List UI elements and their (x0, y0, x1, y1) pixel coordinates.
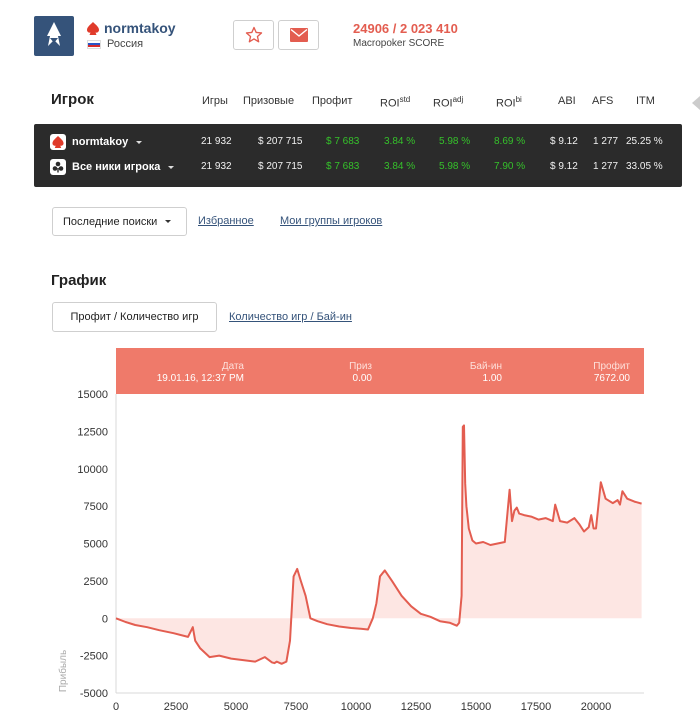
col-header-roi-std[interactable]: ROIstd (380, 95, 411, 110)
x-tick-label: 12500 (401, 701, 432, 713)
y-tick-label: -5000 (80, 688, 108, 700)
cell-afs: 1 277 (593, 136, 619, 147)
col-header-roi-adj[interactable]: ROIadj (433, 95, 464, 110)
x-tick-label: 15000 (461, 701, 492, 713)
col-header-itm[interactable]: ITM (636, 95, 655, 107)
y-tick-label: -2500 (80, 651, 108, 663)
score-label: Macropoker SCORE (353, 38, 445, 49)
nick-dropdown[interactable]: normtakoy (50, 134, 143, 150)
tab-games-buyin[interactable]: Количество игр / Бай-ин (229, 311, 352, 323)
message-button[interactable] (278, 20, 319, 50)
avatar[interactable] (34, 16, 74, 56)
x-tick-label: 2500 (164, 701, 188, 713)
chevron-down-icon (136, 140, 143, 144)
player-title: Игрок (51, 91, 94, 108)
cell-itm: 33.05 % (626, 161, 663, 172)
star-icon (245, 26, 262, 43)
y-tick-label: 10000 (77, 464, 108, 476)
col-header-prize[interactable]: Призовые (243, 95, 295, 107)
cell-roi-adj: 5.98 % (439, 136, 471, 147)
profit-line (115, 424, 642, 665)
pokerstars-icon (50, 134, 66, 150)
cell-profit: $ 7 683 (326, 136, 360, 147)
chart-tooltip: Дата 19.01.16, 12:37 PM Приз 0.00 Бай-ин… (116, 348, 644, 394)
envelope-icon (289, 28, 308, 42)
tooltip-profit: Профит 7672.00 (593, 361, 630, 384)
cell-abi: $ 9.12 (550, 161, 578, 172)
y-tick-label: 2500 (84, 576, 108, 588)
cell-prize: $ 207 715 (258, 161, 303, 172)
profit-area (116, 425, 642, 664)
nick-name: normtakoy (72, 136, 129, 148)
table-row[interactable]: normtakoy 21 932 $ 207 715 $ 7 683 3.84 … (34, 131, 682, 155)
chart-title: График (51, 272, 107, 289)
all-nicks-icon (50, 159, 66, 175)
cell-prize: $ 207 715 (258, 136, 303, 147)
col-header-profit[interactable]: Профит (312, 95, 353, 107)
recent-searches-dropdown[interactable]: Последние поиски (52, 207, 187, 236)
favorite-button[interactable] (233, 20, 274, 50)
x-tick-label: 20000 (581, 701, 612, 713)
all-nicks-dropdown[interactable]: Все ники игрока (50, 159, 175, 175)
country-label: Россия (107, 38, 144, 50)
cell-afs: 1 277 (593, 161, 619, 172)
cell-roi-std: 3.84 % (384, 136, 416, 147)
pokerstars-icon (87, 21, 99, 35)
tooltip-prize: Приз 0.00 (349, 361, 372, 384)
col-header-abi[interactable]: ABI (558, 95, 576, 107)
col-header-afs[interactable]: AFS (592, 95, 614, 107)
cell-games: 21 932 (201, 136, 232, 147)
cell-roi-bi: 7.90 % (494, 161, 526, 172)
chevron-down-icon (168, 165, 175, 169)
table-row[interactable]: Все ники игрока 21 932 $ 207 715 $ 7 683… (34, 156, 682, 180)
tooltip-buyin: Бай-ин 1.00 (469, 361, 502, 384)
y-tick-label: 0 (102, 613, 108, 625)
shark-logo-icon (47, 22, 61, 46)
y-tick-label: 15000 (77, 389, 108, 401)
cell-roi-adj: 5.98 % (439, 161, 471, 172)
y-tick-label: 7500 (84, 501, 108, 513)
cell-games: 21 932 (201, 161, 232, 172)
x-tick-label: 7500 (284, 701, 308, 713)
score-value: 24906 / 2 023 410 (353, 21, 458, 36)
y-tick-label: 12500 (77, 426, 108, 438)
username-link[interactable]: normtakoy (104, 20, 176, 36)
x-tick-label: 0 (113, 701, 119, 713)
cell-abi: $ 9.12 (550, 136, 578, 147)
x-tick-label: 5000 (224, 701, 248, 713)
russia-flag-icon (87, 39, 101, 49)
favorites-link[interactable]: Избранное (198, 215, 254, 227)
scroll-right-icon[interactable] (692, 96, 700, 110)
cell-roi-std: 3.84 % (384, 161, 416, 172)
x-tick-label: 17500 (521, 701, 552, 713)
player-groups-link[interactable]: Мои группы игроков (280, 215, 383, 227)
profit-chart[interactable]: 15000 12500 10000 7500 5000 2500 0 -2500 -5000 0 2… (0, 340, 700, 720)
y-tick-label: 5000 (84, 539, 108, 551)
tooltip-date: Дата 19.01.16, 12:37 PM (156, 361, 244, 384)
recent-searches-label: Последние поиски (63, 215, 158, 228)
cell-profit: $ 7 683 (326, 161, 360, 172)
all-nicks-name: Все ники игрока (72, 161, 161, 173)
chevron-down-icon (165, 220, 172, 223)
player-stats-table: normtakoy 21 932 $ 207 715 $ 7 683 3.84 … (34, 124, 682, 187)
tab-profit-games[interactable]: Профит / Количество игр (52, 302, 217, 332)
col-header-roi-bi[interactable]: ROIbi (496, 95, 522, 110)
cell-roi-bi: 8.69 % (494, 136, 526, 147)
cell-itm: 25.25 % (626, 136, 663, 147)
y-axis-title: Прибыль (57, 650, 69, 692)
x-tick-label: 10000 (341, 701, 372, 713)
col-header-games[interactable]: Игры (202, 95, 228, 107)
